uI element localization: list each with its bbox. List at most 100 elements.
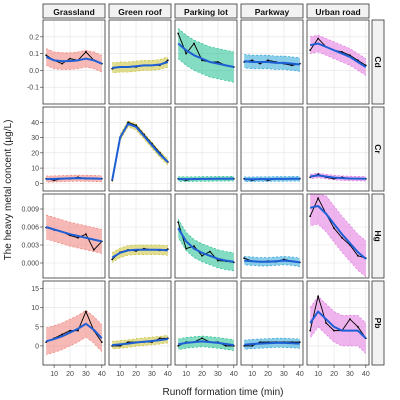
panel	[174, 19, 238, 105]
panel	[306, 106, 370, 192]
fitted-series-line	[244, 259, 300, 264]
observed-point	[127, 121, 129, 124]
panel-background	[241, 281, 303, 365]
y-tick-label: 10	[31, 166, 39, 173]
observed-point	[349, 318, 351, 321]
panel	[240, 193, 304, 279]
x-tick-label: 20	[264, 371, 272, 378]
band-upper-edge	[177, 28, 234, 53]
x-tick-label: 20	[198, 371, 206, 378]
fitted-series-line	[244, 60, 300, 66]
fitted-series-line	[244, 341, 300, 346]
observed-point	[309, 49, 312, 52]
band-upper-edge	[111, 244, 168, 254]
observed-point	[166, 59, 169, 62]
panel-border	[174, 19, 238, 105]
observed-point	[177, 221, 180, 224]
y-tick-label: 30	[31, 135, 39, 142]
column-strip-label: Grassland	[53, 7, 95, 17]
panel-border	[306, 106, 370, 192]
observed-point	[127, 341, 129, 343]
y-tick-label: 20	[31, 150, 39, 157]
panel-border	[174, 280, 238, 366]
observed-point	[251, 59, 254, 62]
x-tick-label: 10	[314, 371, 322, 378]
observed-point	[259, 341, 261, 343]
x-tick-label: 30	[280, 371, 288, 378]
panel	[42, 19, 106, 105]
band-upper-edge	[244, 54, 300, 59]
x-tick-label: 30	[214, 371, 222, 378]
band-lower-edge	[310, 223, 367, 278]
band-upper-edge	[112, 334, 168, 342]
panel	[306, 193, 370, 279]
observed-point	[201, 337, 203, 340]
row-strip: Cr	[371, 106, 385, 192]
panel	[174, 106, 238, 192]
observed-point	[61, 62, 63, 65]
panel	[42, 193, 106, 279]
panel-border	[306, 19, 370, 105]
row-strip-box	[371, 193, 385, 279]
band-lower-edge	[177, 58, 234, 83]
panel	[174, 193, 238, 279]
band-lower-edge	[178, 346, 234, 351]
panel-border	[108, 19, 172, 105]
y-tick-label: 5	[35, 324, 39, 331]
fitted-series-line	[309, 205, 367, 260]
panel-border	[108, 106, 172, 192]
observed-point	[201, 254, 203, 257]
band-lower-edge	[244, 347, 300, 350]
band-lower-edge	[111, 254, 168, 263]
panel	[108, 106, 172, 192]
observed-point	[217, 61, 219, 63]
band-upper-edge	[244, 337, 300, 341]
band-lower-edge	[46, 65, 102, 73]
observed-point	[177, 345, 180, 347]
fitted-series-line	[112, 338, 168, 347]
x-tick-label: 30	[82, 371, 90, 378]
observed-series-line	[309, 197, 366, 259]
row-strip: Cd	[371, 19, 385, 105]
y-tick-label: 0.006	[21, 225, 39, 232]
observed-point	[193, 245, 195, 248]
x-tick-label: 20	[66, 371, 74, 378]
panel-border	[240, 280, 304, 366]
y-tick-label: 40	[31, 120, 39, 127]
observed-point	[298, 341, 301, 343]
x-tick-label: 40	[230, 371, 238, 378]
y-tick-label: -0.1	[27, 85, 39, 92]
row-strip-box	[371, 19, 385, 105]
observed-point	[158, 337, 161, 340]
observed-point	[185, 52, 188, 55]
observed-point	[77, 329, 79, 332]
band-upper-edge	[46, 309, 103, 329]
panel-border	[240, 19, 304, 105]
observed-series-line	[309, 294, 367, 339]
y-tick-label: 0.1	[29, 51, 39, 58]
x-tick-label: 40	[98, 371, 106, 378]
panel	[240, 106, 304, 192]
panel-background	[109, 194, 171, 278]
panel	[42, 106, 106, 192]
column-strip-box	[174, 3, 238, 19]
row-strip-label: Cd	[373, 56, 383, 67]
x-axis-title: Runoff formation time (min)	[163, 387, 284, 398]
panel	[108, 19, 172, 105]
column-strip-label: Urban road	[315, 7, 360, 17]
panel: 10 20 30 40	[306, 280, 370, 378]
panel-background	[109, 281, 171, 365]
column-strip-label: Parking lot	[184, 7, 228, 17]
band-lower-edge	[244, 264, 300, 267]
x-tick-label: 40	[362, 371, 370, 378]
row-strip-box	[371, 280, 385, 366]
observed-point	[356, 325, 359, 328]
column-strip: Green roof	[108, 3, 172, 19]
panel: 10 20 30 40	[108, 280, 172, 378]
row-strip: Hg	[371, 193, 385, 279]
observed-point	[341, 236, 343, 239]
y-tick-label: 0	[35, 343, 39, 350]
confidence-band	[178, 219, 234, 271]
observed-point	[69, 57, 71, 60]
band-lower-edge	[244, 67, 300, 72]
